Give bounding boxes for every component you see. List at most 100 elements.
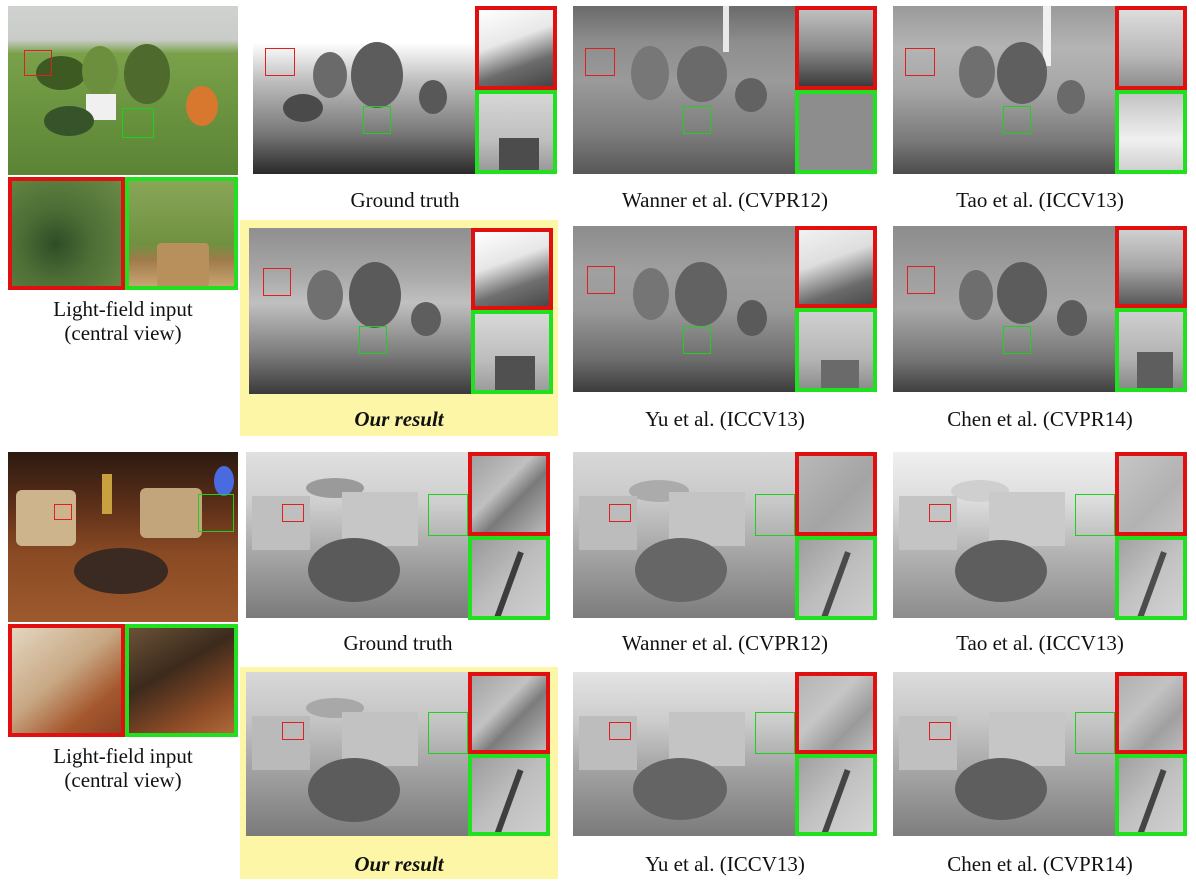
scene2-ours-table — [308, 758, 400, 822]
scene2-gt-chair — [342, 492, 418, 546]
scene1-yu-roi-red — [587, 266, 615, 294]
scene2-caption-yu: Yu et al. (ICCV13) — [645, 852, 805, 876]
scene2-yu-zoom-stem — [821, 769, 851, 832]
scene2-gt-table — [308, 538, 400, 602]
scene2-yu-chair — [579, 716, 637, 770]
scene1-chen-zoom-red — [1115, 226, 1187, 308]
scene1-input-caption: Light-field input (central view) — [53, 297, 193, 345]
scene2-tao-roi-green — [1075, 494, 1115, 536]
scene1-wanner-plant — [677, 46, 727, 102]
scene2-ours-roi-red — [282, 722, 304, 740]
scene1-input-plant — [82, 46, 118, 96]
scene2-ours-chair — [252, 716, 310, 770]
scene1-wanner-artifact — [723, 6, 729, 52]
scene1-chen-plant — [997, 262, 1047, 324]
scene2-gt-zoom-stem — [494, 551, 524, 616]
scene1-caption-ours: Our result — [354, 407, 444, 431]
scene1-tao-plant — [997, 42, 1047, 104]
scene1-tao-roi-green — [1003, 106, 1031, 134]
scene2-input-chair — [16, 490, 76, 546]
scene2-chen-zoom-green — [1115, 754, 1187, 836]
scene1-tao-zoom-green — [1115, 90, 1187, 174]
scene2-input-caption: Light-field input (central view) — [53, 744, 193, 792]
scene2-input-table — [74, 548, 168, 594]
scene1-input-plant — [124, 44, 170, 104]
scene2-caption-chen: Chen et al. (CVPR14) — [947, 852, 1133, 876]
scene2-wanner-roi-red — [609, 504, 631, 522]
scene2-input-chair — [140, 488, 202, 538]
scene1-caption-chen: Chen et al. (CVPR14) — [947, 407, 1133, 431]
scene1-yu-depth — [573, 226, 795, 392]
scene2-wanner-roi-green — [755, 494, 795, 536]
scene1-tao-pot — [1057, 80, 1085, 114]
scene2-tao-table — [955, 540, 1047, 602]
scene1-tao-artifact — [1043, 6, 1051, 66]
scene1-caption-yu: Yu et al. (ICCV13) — [645, 407, 805, 431]
scene1-input-photo — [8, 6, 238, 175]
scene1-wanner-zoom-red — [795, 6, 877, 90]
scene2-ours-roi-green — [428, 712, 468, 754]
scene2-gt-chair — [252, 496, 310, 550]
scene1-gt-depth — [253, 6, 475, 174]
scene2-input-roi-green — [198, 494, 234, 532]
scene2-chen-roi-red — [929, 722, 951, 740]
scene2-tao-depth — [893, 452, 1115, 618]
scene1-tao-roi-red — [905, 48, 935, 76]
scene1-tao-depth — [893, 6, 1115, 174]
scene2-chen-chair — [989, 712, 1065, 766]
scene1-input-plant — [44, 106, 94, 136]
scene1-ours-zoom-pot — [495, 356, 535, 390]
scene2-chen-table — [955, 758, 1047, 820]
scene2-yu-zoom-green — [795, 754, 877, 836]
scene1-chen-zoom-green — [1115, 308, 1187, 392]
scene1-input-roi-red — [24, 50, 52, 76]
scene1-gt-plant — [283, 94, 323, 122]
scene2-tao-roi-red — [929, 504, 951, 522]
scene2-yu-roi-red — [609, 722, 631, 740]
scene1-wanner-plant — [631, 46, 669, 100]
scene2-wanner-table — [635, 538, 727, 602]
scene2-chen-chair — [899, 716, 957, 770]
scene2-tao-chair — [989, 492, 1065, 546]
scene1-gt-plant — [313, 52, 347, 98]
scene2-chen-zoom-stem — [1137, 769, 1167, 832]
scene2-input-lamp — [102, 474, 112, 514]
scene2-gt-roi-red — [282, 504, 304, 522]
scene1-input-pot-orange — [186, 86, 218, 126]
scene2-yu-roi-green — [755, 712, 795, 754]
scene1-ours-zoom-red — [471, 228, 553, 310]
scene2-yu-depth — [573, 672, 795, 836]
scene1-yu-zoom-red — [795, 226, 877, 308]
scene1-chen-pot — [1057, 300, 1087, 336]
scene1-chen-plant — [959, 270, 993, 320]
scene1-gt-roi-red — [265, 48, 295, 76]
scene2-caption-ours: Our result — [354, 852, 444, 876]
scene1-yu-plant — [633, 268, 669, 320]
scene2-wanner-depth — [573, 452, 795, 618]
scene1-gt-zoom-red — [475, 6, 557, 90]
scene2-wanner-chair — [579, 496, 637, 550]
scene1-input-plant — [36, 56, 86, 90]
scene2-yu-table — [633, 758, 727, 820]
scene1-ours-plant — [307, 270, 343, 320]
scene1-yu-pot — [737, 300, 767, 336]
scene1-caption-tao: Tao et al. (ICCV13) — [956, 188, 1124, 212]
scene2-caption-tao: Tao et al. (ICCV13) — [956, 631, 1124, 655]
scene1-gt-plant — [351, 42, 403, 108]
scene1-input-zoom-green — [125, 177, 238, 290]
scene1-wanner-zoom-green — [795, 90, 877, 174]
scene2-chen-zoom-red — [1115, 672, 1187, 754]
scene1-wanner-pot — [735, 78, 767, 112]
scene2-tao-zoom-stem — [1137, 551, 1167, 616]
scene1-yu-zoom-green — [795, 308, 877, 392]
scene2-yu-zoom-red — [795, 672, 877, 754]
scene2-gt-zoom-red — [468, 452, 550, 536]
scene2-wanner-zoom-green — [795, 536, 877, 620]
scene1-ours-plant — [349, 262, 401, 328]
scene2-input-zoom-red — [8, 624, 125, 737]
scene1-yu-roi-green — [683, 326, 711, 354]
scene2-yu-chair — [669, 712, 745, 766]
scene1-yu-plant — [675, 262, 727, 326]
scene2-input-flowers — [214, 466, 234, 496]
scene2-input-roi-red — [54, 504, 72, 520]
